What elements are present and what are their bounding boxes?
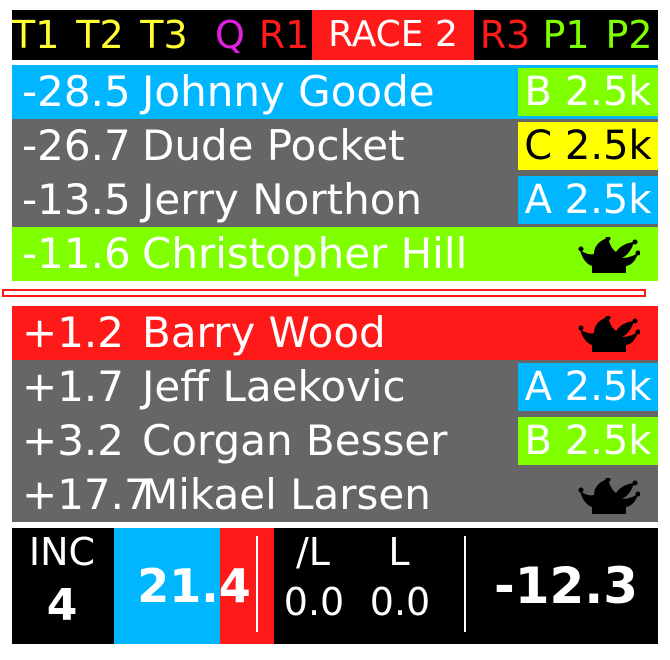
driver-row-behind-4[interactable]: +17.7 Mikael Larsen [12, 468, 658, 522]
slash-l-label: /L [296, 530, 330, 574]
l-value: 0.0 [369, 580, 431, 624]
session-tab-bar: T1 T2 T3 Q R1 RACE 2 R3 P1 P2 [12, 10, 658, 60]
tab-t3[interactable]: T3 [140, 13, 188, 57]
slash-l-value: 0.0 [283, 580, 345, 624]
gap-value: +1.7 [22, 362, 124, 411]
jester-icon [578, 478, 640, 514]
driver-name: Mikael Larsen [142, 470, 431, 519]
delta-gauge [114, 528, 274, 644]
driver-name: Corgan Besser [142, 416, 448, 465]
tab-p2[interactable]: P2 [605, 13, 653, 57]
gap-value: -26.7 [22, 121, 131, 170]
gap-value: -13.5 [22, 175, 131, 224]
summary-panel: INC 4 21.4 /L 0.0 L 0.0 -12.3 [12, 528, 658, 644]
driver-row-ahead-3[interactable]: -13.5 Jerry Northon A 2.5k [12, 173, 658, 227]
tab-q[interactable]: Q [215, 13, 245, 57]
driver-row-behind-3[interactable]: +3.2 Corgan Besser B 2.5k [12, 414, 658, 468]
driver-row-ahead-1[interactable]: -28.5 Johnny Goode B 2.5k [12, 65, 658, 119]
jester-icon [578, 237, 640, 273]
tab-r1[interactable]: R1 [258, 13, 310, 57]
gap-value: +17.7 [22, 470, 151, 519]
divider [256, 536, 258, 632]
gap-separator [2, 289, 646, 297]
driver-name: Barry Wood [142, 308, 386, 357]
delta-gauge-red-fill [219, 528, 274, 644]
tab-r3[interactable]: R3 [479, 13, 531, 57]
driver-row-behind-2[interactable]: +1.7 Jeff Laekovic A 2.5k [12, 360, 658, 414]
driver-name: Dude Pocket [142, 121, 405, 170]
status-badge: B 2.5k [518, 417, 658, 465]
status-badge: A 2.5k [518, 176, 658, 224]
inc-label: INC [28, 530, 96, 574]
gap-value: +3.2 [22, 416, 124, 465]
l-label: L [388, 530, 410, 574]
delta-gauge-value: 21.4 [137, 559, 251, 613]
status-badge: B 2.5k [518, 68, 658, 116]
tab-p1[interactable]: P1 [542, 13, 590, 57]
driver-name: Christopher Hill [142, 229, 468, 278]
jester-icon [578, 316, 640, 352]
status-badge: A 2.5k [518, 363, 658, 411]
driver-row-ahead-2[interactable]: -26.7 Dude Pocket C 2.5k [12, 119, 658, 173]
gap-value: +1.2 [22, 308, 124, 357]
driver-name: Jerry Northon [142, 175, 423, 224]
total-delta-value: -12.3 [493, 557, 639, 615]
status-badge: C 2.5k [518, 122, 658, 170]
tab-t1[interactable]: T1 [12, 13, 58, 57]
inc-value: 4 [46, 580, 78, 631]
gap-value: -11.6 [22, 229, 131, 278]
driver-row-behind-1[interactable]: +1.2 Barry Wood [12, 306, 658, 360]
driver-name: Johnny Goode [142, 67, 435, 116]
driver-name: Jeff Laekovic [142, 362, 406, 411]
divider [464, 536, 466, 632]
gap-value: -28.5 [22, 67, 131, 116]
tab-race-2[interactable]: RACE 2 [312, 10, 474, 60]
tab-t2[interactable]: T2 [76, 13, 124, 57]
driver-row-ahead-4[interactable]: -11.6 Christopher Hill [12, 227, 658, 281]
